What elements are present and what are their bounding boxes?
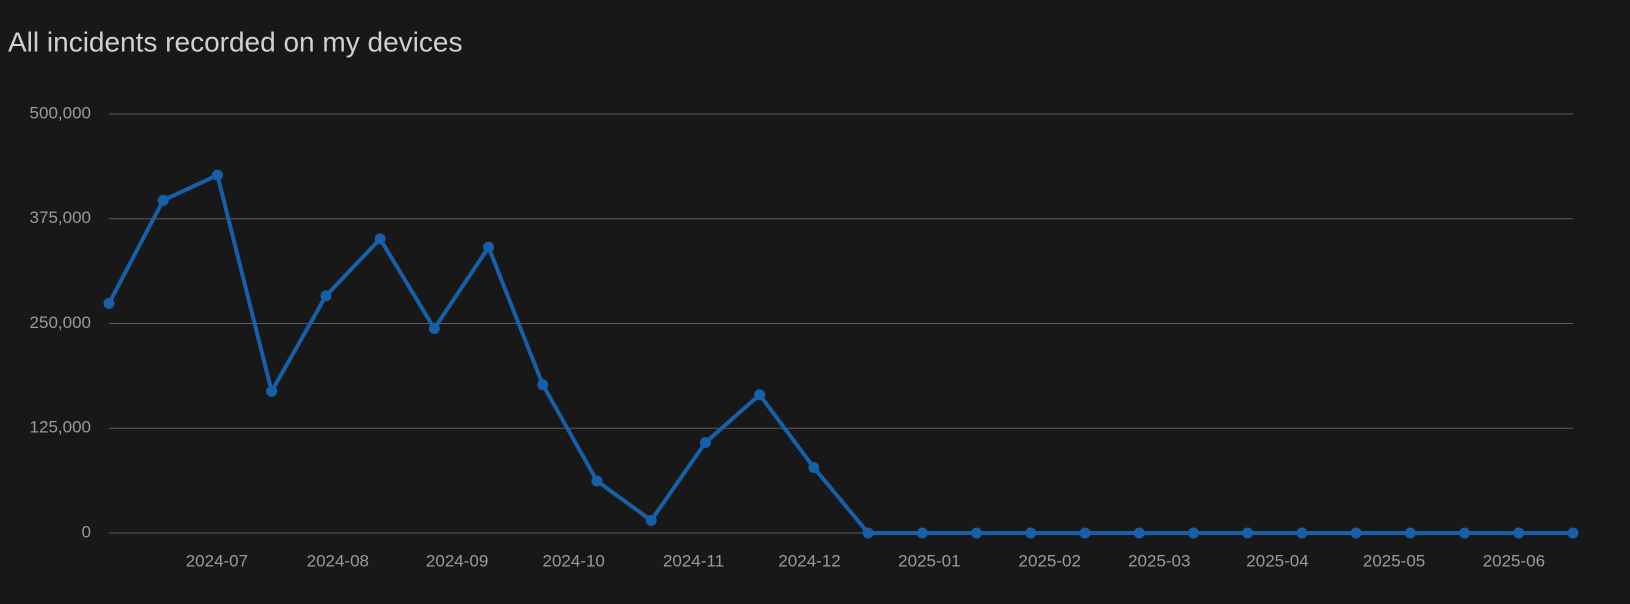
point <box>862 527 874 539</box>
point <box>1513 527 1525 539</box>
point <box>754 389 766 401</box>
point <box>1133 527 1145 539</box>
y-tick-label: 125,000 <box>30 418 91 437</box>
point <box>320 290 332 302</box>
chart-title: All incidents recorded on my devices <box>8 26 462 57</box>
point <box>1242 527 1254 539</box>
y-tick-label: 500,000 <box>30 103 91 122</box>
point <box>1296 527 1308 539</box>
x-tick-label: 2024-11 <box>663 551 724 570</box>
point <box>916 527 928 539</box>
point <box>103 297 115 309</box>
x-tick-label: 2024-12 <box>778 551 840 570</box>
x-tick-label: 2024-10 <box>542 551 604 570</box>
y-tick-label: 375,000 <box>30 208 91 227</box>
x-tick-label: 2025-03 <box>1128 551 1190 570</box>
point <box>374 233 386 245</box>
point <box>1187 527 1199 539</box>
x-tick-label: 2025-02 <box>1019 551 1081 570</box>
point <box>699 436 711 448</box>
point <box>1079 527 1091 539</box>
point <box>645 514 657 526</box>
x-tick-label: 2024-07 <box>186 551 248 570</box>
point <box>266 385 278 397</box>
point <box>537 379 549 391</box>
x-tick-label: 2024-08 <box>307 551 369 570</box>
point <box>808 462 820 474</box>
x-tick-label: 2025-06 <box>1483 551 1545 570</box>
point <box>1350 527 1362 539</box>
point <box>971 527 983 539</box>
point <box>483 241 495 253</box>
point <box>1567 527 1579 539</box>
series-line <box>107 173 1573 535</box>
x-tick-label: 2025-04 <box>1246 551 1308 570</box>
x-tick-label: 2024-09 <box>426 551 488 570</box>
point <box>157 194 169 206</box>
point <box>1459 527 1471 539</box>
y-tick-label: 250,000 <box>30 313 91 332</box>
point <box>1404 527 1416 539</box>
x-tick-label: 2025-01 <box>898 551 960 570</box>
x-tick-label: 2025-05 <box>1363 551 1425 570</box>
point <box>591 475 603 487</box>
point <box>1025 527 1037 539</box>
point <box>211 169 223 181</box>
point <box>428 323 440 335</box>
y-tick-label: 0 <box>82 522 91 541</box>
